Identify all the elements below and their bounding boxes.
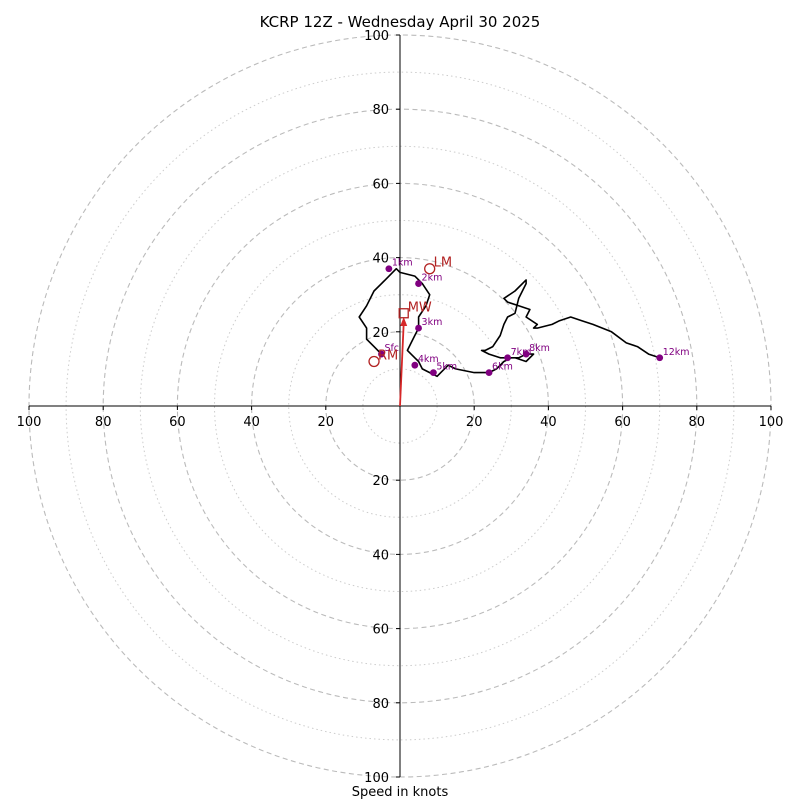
height-marker-label: 4km <box>418 354 439 365</box>
height-marker-label: 3km <box>422 317 443 328</box>
height-marker-dot <box>429 369 437 377</box>
x-tick-label: 20 <box>318 415 335 430</box>
x-tick-label: 20 <box>466 415 483 430</box>
height-marker-label: 2km <box>422 273 443 284</box>
y-tick-label: 80 <box>372 103 389 118</box>
height-marker-dot <box>411 361 419 369</box>
height-marker-dot <box>378 350 385 358</box>
y-tick-label: 20 <box>372 326 389 341</box>
shear-vector-group <box>399 316 408 407</box>
height-marker-dot <box>522 350 530 358</box>
height-marker-dot <box>656 354 664 362</box>
storm-motion-marker <box>424 263 436 275</box>
x-tick-label: 100 <box>17 415 42 430</box>
height-marker-label: 5km <box>436 362 457 373</box>
height-marker-dot <box>385 265 393 273</box>
storm-motion-marker <box>368 355 380 368</box>
y-tick-label: 60 <box>372 623 389 638</box>
y-tick-label: 40 <box>372 252 389 267</box>
shear-vector-line <box>399 322 405 407</box>
y-tick-label: 80 <box>372 697 389 712</box>
x-tick-label: 60 <box>169 415 186 430</box>
x-tick-label: 100 <box>759 415 784 430</box>
height-marker-label: 7km <box>511 347 532 358</box>
x-tick-label: 80 <box>95 415 112 430</box>
height-marker-dot <box>504 354 511 362</box>
mean-wind-marker <box>398 308 409 319</box>
height-marker-label: 6km <box>492 362 513 373</box>
height-marker-dot <box>415 324 422 332</box>
y-tick-label: 100 <box>364 771 389 786</box>
height-marker-label: 12km <box>663 347 690 358</box>
y-tick-label: 40 <box>372 548 389 563</box>
chart-title: KCRP 12Z - Wednesday April 30 2025 <box>260 13 541 31</box>
height-marker-label: 8km <box>529 343 550 354</box>
x-tick-label: 60 <box>614 415 631 430</box>
storm-motion-markers: RM LM MW <box>368 256 452 368</box>
x-tick-label: 40 <box>540 415 557 430</box>
height-marker-dot <box>485 369 493 377</box>
x-tick-label: 80 <box>689 415 706 430</box>
height-marker-dot <box>415 280 422 287</box>
shear-vector-arrowhead <box>400 316 408 326</box>
y-tick-label: 60 <box>372 177 389 192</box>
y-tick-label: 100 <box>364 29 389 44</box>
storm-motion-label: LM <box>434 256 452 271</box>
storm-motion-label: MW <box>408 300 432 315</box>
storm-motion-label: RM <box>378 348 398 363</box>
height-marker-label: Sfc <box>384 343 399 354</box>
x-tick-label: 40 <box>243 415 260 430</box>
height-marker-label: 1km <box>392 258 413 269</box>
y-tick-label: 20 <box>372 474 389 489</box>
axis-tick-labels: 20 20 20 20 40 40 40 40 60 60 60 60 80 80 80 80 100 100 10… <box>17 29 784 786</box>
x-axis-label: Speed in knots <box>352 785 449 800</box>
